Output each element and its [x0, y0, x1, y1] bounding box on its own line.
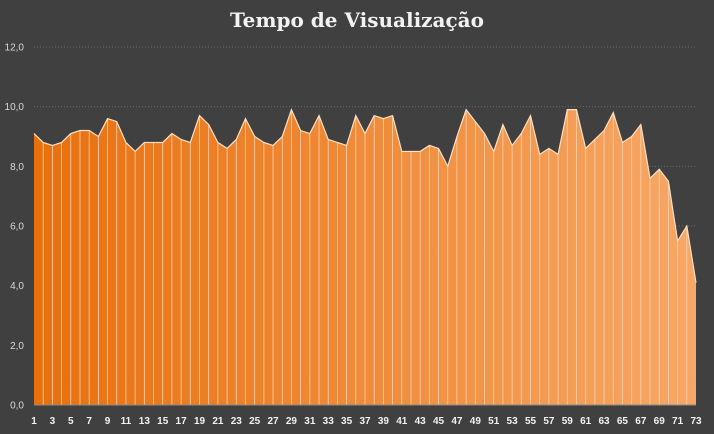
x-tick-label: 43: [415, 416, 427, 427]
x-tick-label: 55: [525, 416, 537, 427]
x-tick-label: 29: [286, 416, 298, 427]
y-tick-label: 10,0: [5, 102, 25, 113]
chart-title: Tempo de Visualização: [230, 8, 484, 32]
x-tick-label: 15: [157, 416, 169, 427]
x-tick-label: 7: [86, 416, 92, 427]
x-tick-label: 47: [451, 416, 463, 427]
x-tick-label: 45: [433, 416, 445, 427]
x-tick-label: 61: [580, 416, 592, 427]
x-tick-label: 5: [68, 416, 74, 427]
y-tick-label: 2,0: [10, 341, 24, 352]
x-tick-label: 59: [562, 416, 574, 427]
series-line: [33, 108, 697, 283]
x-tick-label: 21: [212, 416, 224, 427]
x-tick-label: 73: [690, 416, 702, 427]
x-tick-label: 1: [31, 416, 37, 427]
x-tick-label: 53: [507, 416, 519, 427]
y-tick-label: 8,0: [10, 162, 24, 173]
x-tick-label: 31: [304, 416, 316, 427]
y-tick-label: 12,0: [5, 43, 25, 54]
x-tick-label: 9: [105, 416, 111, 427]
x-tick-label: 41: [396, 416, 408, 427]
x-tick-label: 3: [50, 416, 56, 427]
y-tick-label: 4,0: [10, 281, 24, 292]
x-tick-label: 57: [543, 416, 555, 427]
x-tick-label: 49: [470, 416, 482, 427]
x-tick-label: 11: [121, 416, 132, 427]
x-tick-label: 69: [654, 416, 666, 427]
x-tick-label: 25: [249, 416, 261, 427]
x-tick-label: 51: [488, 416, 500, 427]
y-tick-label: 0,0: [10, 401, 24, 412]
x-tick-label: 19: [194, 416, 206, 427]
y-axis: 0,0 2,0 4,0 6,0 8,0 10,0 12,0: [5, 43, 25, 412]
x-tick-label: 71: [672, 416, 684, 427]
x-tick-label: 39: [378, 416, 390, 427]
y-tick-label: 6,0: [10, 222, 24, 233]
x-tick-label: 67: [635, 416, 647, 427]
x-tick-label: 27: [267, 416, 279, 427]
x-tick-label: 23: [231, 416, 243, 427]
x-tick-label: 33: [323, 416, 335, 427]
x-tick-label: 13: [139, 416, 151, 427]
x-tick-label: 17: [176, 416, 188, 427]
x-tick-label: 65: [617, 416, 629, 427]
x-axis: 1 3 5 7 9 11 13 15 17 19 21 23 25 27 29 31 33 35 37 39 41 43 4…: [31, 404, 702, 427]
x-tick-label: 35: [341, 416, 353, 427]
x-tick-label: 37: [359, 416, 371, 427]
plot-area: [33, 108, 697, 406]
x-tick-label: 63: [598, 416, 610, 427]
